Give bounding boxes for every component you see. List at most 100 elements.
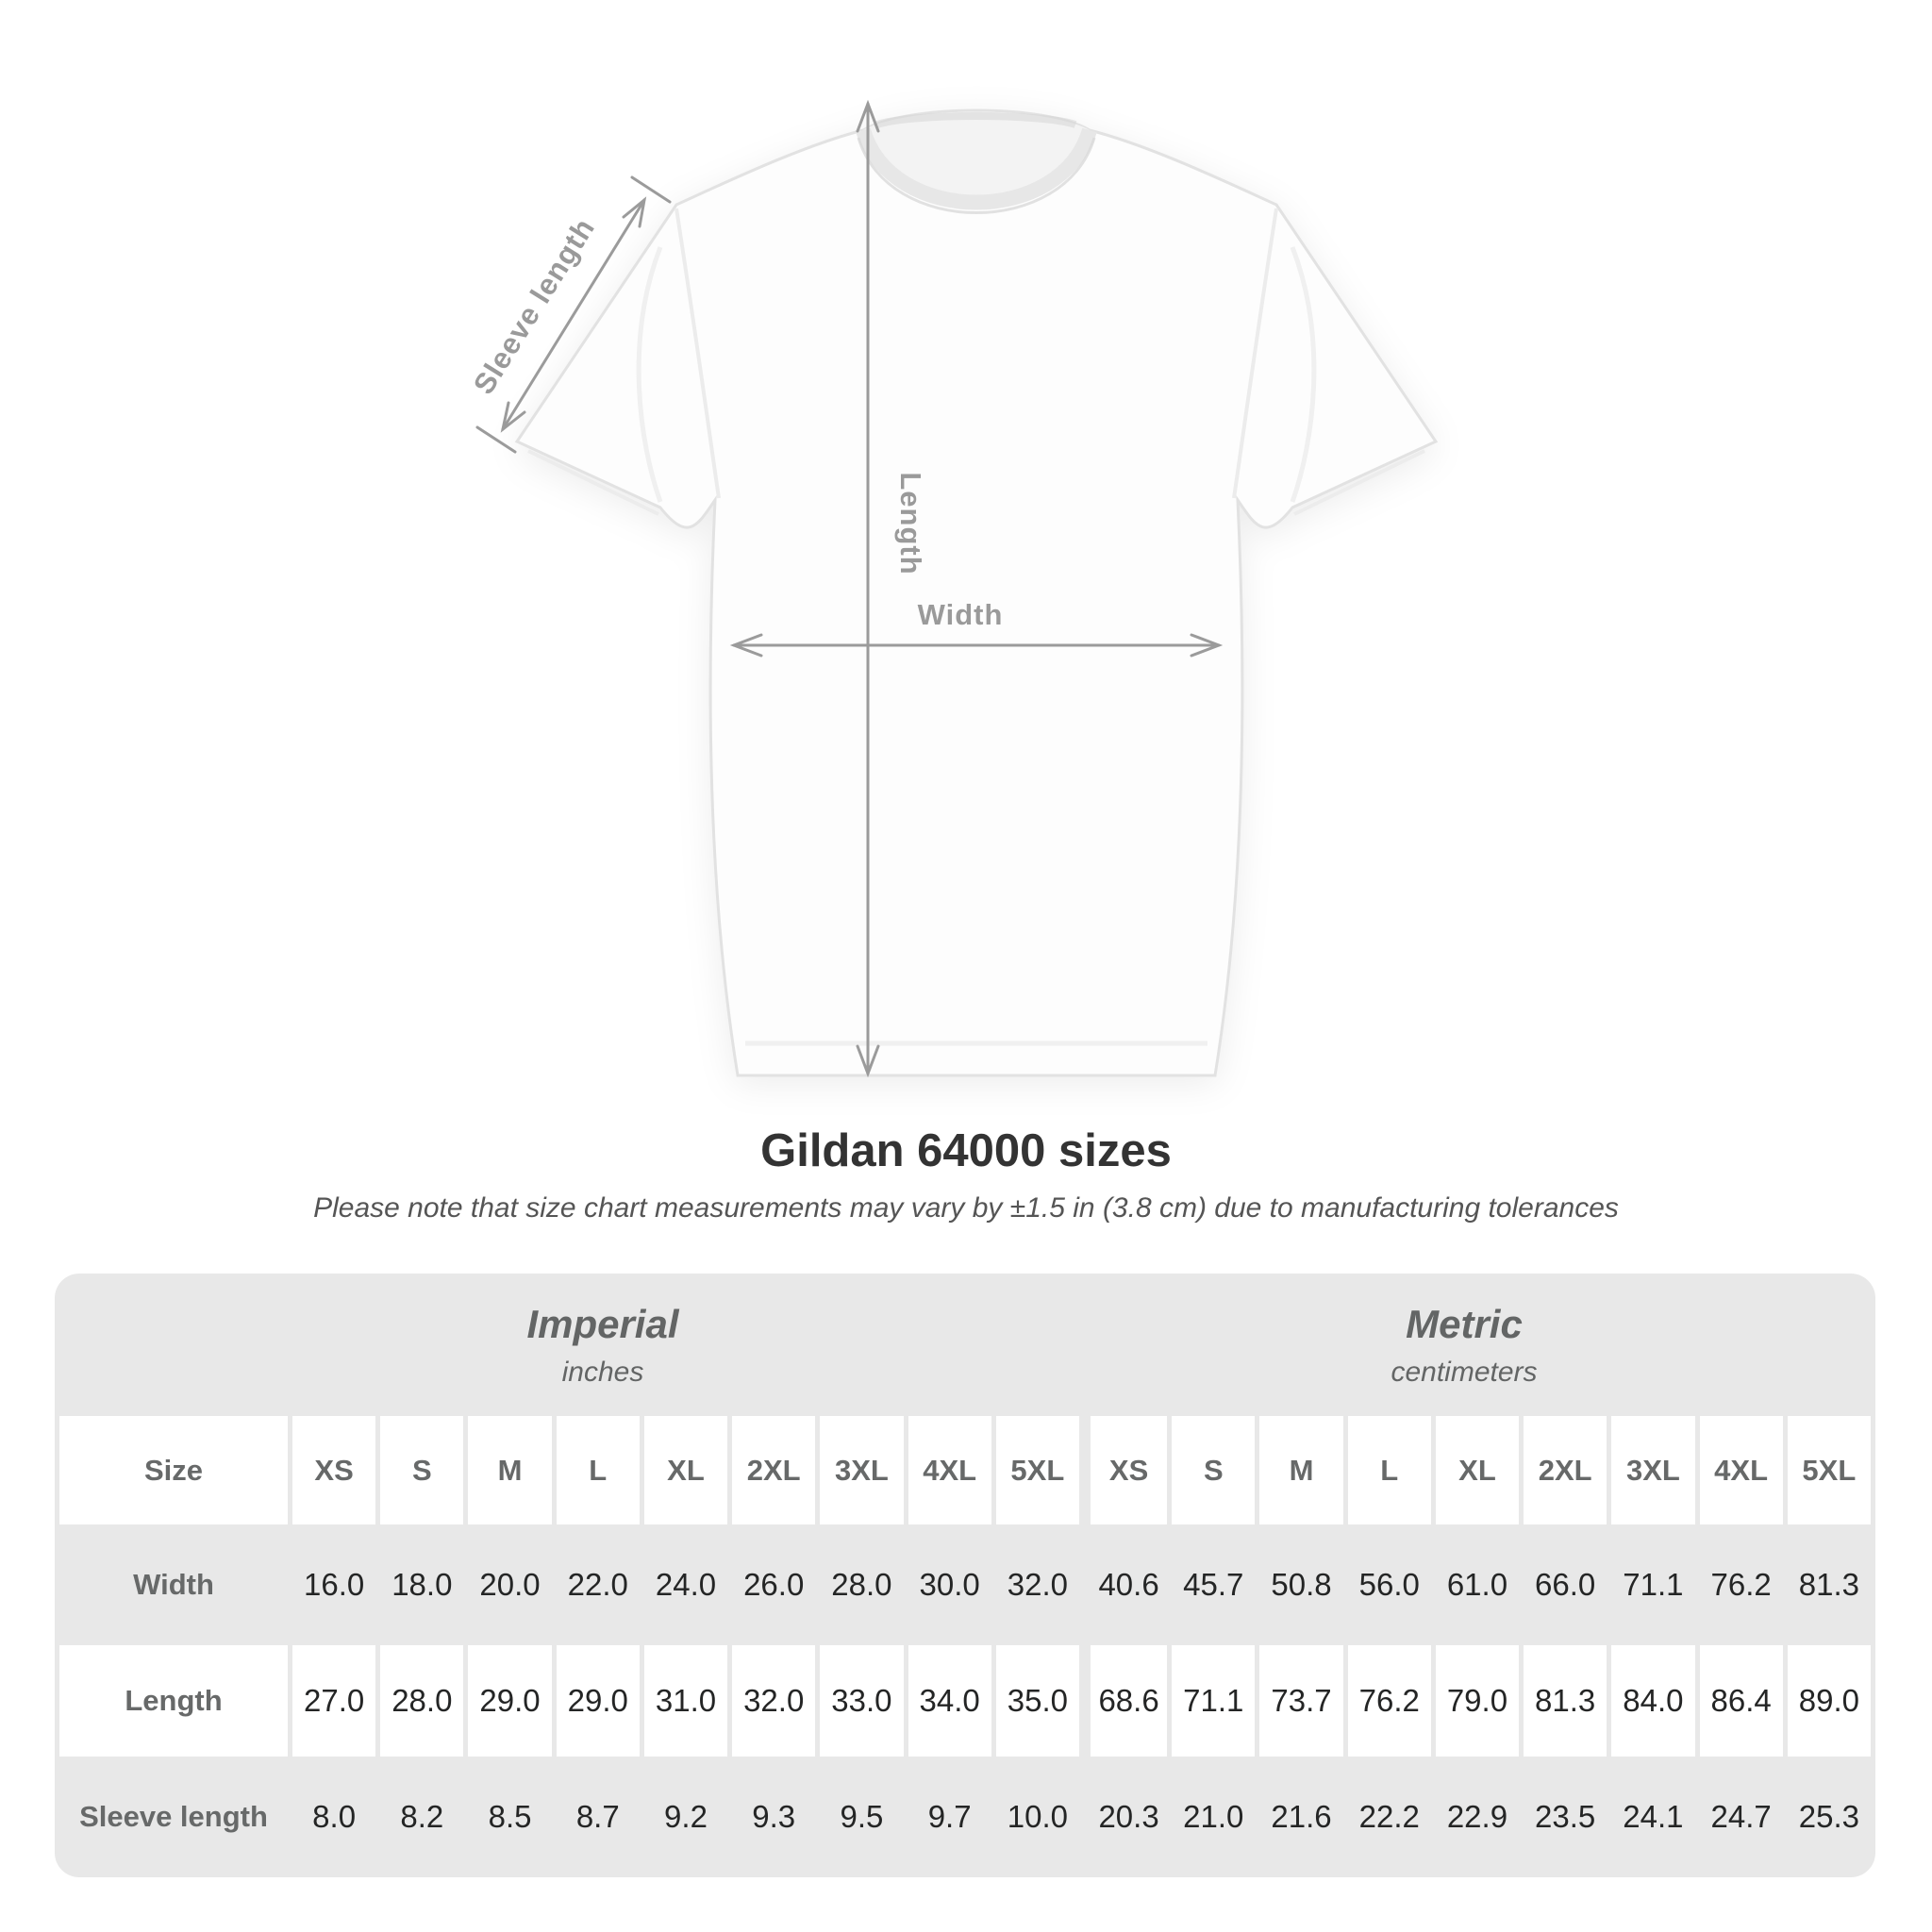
sleeve-length-row-label: Sleeve length [79, 1800, 268, 1833]
measurement-cell: 22.2 [1358, 1799, 1420, 1834]
measurement-cell: 24.1 [1623, 1799, 1684, 1834]
sleeve-length-arrow [475, 175, 672, 454]
measurement-cell: 26.0 [743, 1567, 805, 1603]
measurement-cell: 9.3 [752, 1799, 796, 1834]
metric-unit-label: centimeters [1391, 1356, 1538, 1388]
measurement-cell: 20.3 [1083, 1761, 1167, 1873]
size-col-header: XS [1083, 1416, 1168, 1525]
measurement-cell: 86.4 [1699, 1645, 1783, 1757]
tolerance-note: Please note that size chart measurements… [313, 1191, 1619, 1224]
measurement-cell: 9.2 [664, 1799, 708, 1834]
size-table-card: Imperial inches Metric centimeters Size … [55, 1274, 1875, 1877]
size-col-header: 4XL [908, 1416, 991, 1525]
measurement-cell: 24.0 [655, 1567, 717, 1603]
size-col-header: S [380, 1416, 464, 1525]
sleeve-length-row: Sleeve length 8.0 8.2 8.5 8.7 9.2 9.3 9.5 9.7 10… [59, 1761, 1871, 1873]
measurement-cell: 8.2 [400, 1799, 444, 1834]
length-arrow [856, 99, 880, 1078]
measurement-cell: 25.3 [1798, 1799, 1859, 1834]
measurement-cell: 8.7 [575, 1799, 620, 1834]
imperial-label: Imperial [526, 1301, 679, 1346]
size-col-header: L [556, 1416, 640, 1525]
imperial-unit-label: inches [561, 1356, 644, 1388]
size-col-header: 3XL [820, 1416, 904, 1525]
measurement-cell: 33.0 [820, 1645, 904, 1757]
metric-unit-header: Metric centimeters [1084, 1278, 1871, 1411]
measurement-cell: 29.0 [556, 1645, 640, 1757]
size-col-header: XS [292, 1416, 376, 1525]
measurement-cell: 68.6 [1083, 1645, 1168, 1757]
measurement-cell: 28.0 [380, 1645, 464, 1757]
measurement-cell: 32.0 [1007, 1567, 1068, 1603]
measurement-cell: 84.0 [1611, 1645, 1695, 1757]
imperial-unit-header: Imperial inches [292, 1278, 1079, 1411]
measurement-cell: 8.0 [312, 1799, 357, 1834]
width-row-label: Width [133, 1568, 214, 1602]
size-col-header: 2XL [732, 1416, 816, 1525]
measurement-cell: 50.8 [1271, 1567, 1332, 1603]
size-col-header: L [1347, 1416, 1431, 1525]
measurement-cell: 89.0 [1787, 1645, 1871, 1757]
measurement-cell: 20.0 [479, 1567, 541, 1603]
measurement-cell: 81.3 [1798, 1567, 1859, 1603]
measurement-cell: 31.0 [643, 1645, 728, 1757]
measurement-cell: 28.0 [831, 1567, 892, 1603]
size-col-header: 2XL [1524, 1416, 1607, 1525]
width-arrow [729, 633, 1224, 658]
measurement-cell: 30.0 [919, 1567, 980, 1603]
metric-label: Metric [1406, 1301, 1523, 1346]
size-col-header: M [468, 1416, 552, 1525]
heading-block: Gildan 64000 sizes Please note that size… [0, 1125, 1932, 1224]
measurement-cell: 29.0 [468, 1645, 552, 1757]
length-label: Length [894, 472, 927, 575]
measurement-cell: 40.6 [1083, 1529, 1167, 1641]
measurement-cell: 23.5 [1535, 1799, 1596, 1834]
measurement-cell: 66.0 [1535, 1567, 1596, 1603]
measurement-cell: 45.7 [1183, 1567, 1244, 1603]
measurement-cell: 22.0 [567, 1567, 628, 1603]
measurement-cell: 21.0 [1183, 1799, 1244, 1834]
measurement-cell: 18.0 [391, 1567, 453, 1603]
size-col-header: S [1172, 1416, 1256, 1525]
measurement-cell: 34.0 [908, 1645, 991, 1757]
measurement-cell: 61.0 [1446, 1567, 1508, 1603]
measurement-cell: 71.1 [1172, 1645, 1256, 1757]
size-col-header: M [1259, 1416, 1343, 1525]
size-col-header: 5XL [995, 1416, 1079, 1525]
measurement-cell: 81.3 [1524, 1645, 1607, 1757]
measurement-cell: 8.5 [488, 1799, 532, 1834]
length-row: Length 27.0 28.0 29.0 29.0 31.0 32.0 33.0 34.0 3… [59, 1645, 1871, 1757]
width-row: Width 16.0 18.0 20.0 22.0 24.0 26.0 28.0 30.0 32… [59, 1529, 1871, 1641]
unit-header-row: Imperial inches Metric centimeters [59, 1278, 1871, 1411]
measurement-cell: 76.2 [1710, 1567, 1772, 1603]
measurement-cell: 35.0 [995, 1645, 1079, 1757]
measurement-cell: 16.0 [303, 1567, 365, 1603]
page-title: Gildan 64000 sizes [760, 1125, 1172, 1176]
collar-band [856, 127, 1097, 210]
length-row-label: Length [59, 1645, 288, 1757]
measurement-cell: 22.9 [1446, 1799, 1508, 1834]
size-table: Imperial inches Metric centimeters Size … [55, 1274, 1875, 1877]
measurement-cell: 21.6 [1271, 1799, 1332, 1834]
size-col-header: XL [643, 1416, 728, 1525]
measurement-cell: 56.0 [1358, 1567, 1420, 1603]
tshirt-diagram: Length Width Sleeve length [467, 99, 1439, 1078]
size-col-header: 5XL [1787, 1416, 1871, 1525]
size-col-header: 4XL [1699, 1416, 1783, 1525]
size-col-header: XL [1435, 1416, 1520, 1525]
size-header-row: Size XS S M L XL 2XL 3XL 4XL 5XL XS S M L XL 2XL 3XL 4XL… [59, 1416, 1871, 1525]
measurement-cell: 27.0 [292, 1645, 376, 1757]
tshirt-body [514, 108, 1439, 1077]
tshirt-graphic [514, 108, 1439, 1077]
measurement-cell: 73.7 [1259, 1645, 1343, 1757]
measurement-cell: 9.7 [927, 1799, 972, 1834]
width-label: Width [918, 598, 1004, 631]
measurement-cell: 9.5 [840, 1799, 884, 1834]
neck-hole [863, 111, 1090, 203]
measurement-cell: 10.0 [1007, 1799, 1068, 1834]
measurement-cell: 24.7 [1710, 1799, 1772, 1834]
measurement-cell: 32.0 [732, 1645, 816, 1757]
measurement-cell: 76.2 [1347, 1645, 1431, 1757]
size-header-cell: Size [59, 1416, 288, 1525]
